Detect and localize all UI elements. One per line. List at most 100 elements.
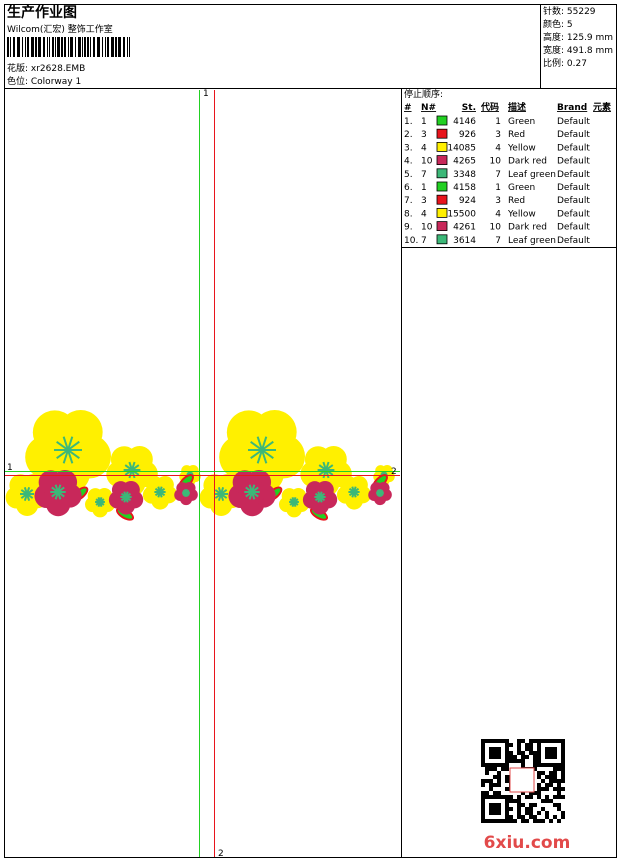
qr-cell	[485, 819, 489, 823]
description: Yellow	[507, 143, 536, 153]
qr-cell	[489, 795, 493, 799]
qr-cell	[557, 763, 561, 767]
column-header: #	[404, 103, 412, 113]
qr-cell	[505, 799, 509, 803]
color-swatch	[437, 116, 447, 125]
qr-cell	[561, 787, 565, 791]
qr-cell	[557, 767, 561, 771]
qr-cell	[533, 763, 537, 767]
qr-cell	[537, 819, 541, 823]
qr-cell	[545, 799, 549, 803]
qr-cell	[553, 775, 557, 779]
qr-cell	[553, 779, 557, 783]
code: 4	[495, 209, 501, 219]
qr-cell	[537, 795, 541, 799]
qr-cell	[549, 779, 553, 783]
stitches: 4158	[453, 183, 476, 193]
qr-cell	[489, 803, 493, 807]
qr-cell	[525, 819, 529, 823]
qr-cell	[533, 819, 537, 823]
qr-cell	[561, 815, 565, 819]
qr-cell	[481, 819, 485, 823]
qr-cell	[525, 743, 529, 747]
qr-cell	[545, 795, 549, 799]
stitches: 4146	[453, 117, 476, 127]
qr-cell	[553, 771, 557, 775]
color-swatch	[437, 195, 447, 204]
column-header: 代码	[480, 101, 499, 113]
bar	[118, 37, 121, 57]
qr-cell	[541, 763, 545, 767]
qr-cell	[529, 747, 533, 751]
qr-cell	[545, 787, 549, 791]
qr-cell	[505, 743, 509, 747]
barcode	[7, 37, 130, 57]
qr-cell	[533, 803, 537, 807]
qr-cell	[481, 755, 485, 759]
qr-cell	[529, 751, 533, 755]
qr-cell	[513, 759, 517, 763]
qr-cell	[517, 739, 521, 743]
guide-label: 2	[218, 849, 224, 859]
qr-cell	[505, 795, 509, 799]
bar	[17, 37, 20, 57]
qr-cell	[497, 775, 501, 779]
qr-cell	[489, 747, 493, 751]
title: 生产作业图	[7, 4, 77, 21]
qr-cell	[493, 755, 497, 759]
bar	[49, 37, 50, 57]
qr-cell	[549, 799, 553, 803]
bar	[87, 37, 89, 57]
qr-cell	[557, 795, 561, 799]
qr-cell	[553, 763, 557, 767]
qr-cell	[485, 791, 489, 795]
qr-cell	[481, 747, 485, 751]
qr-cell	[497, 755, 501, 759]
qr-cell	[497, 807, 501, 811]
qr-cell	[533, 739, 537, 743]
qr-cell	[505, 739, 509, 743]
qr-cell	[497, 771, 501, 775]
qr-cell	[549, 775, 553, 779]
qr-cell	[537, 751, 541, 755]
qr-cell	[549, 751, 553, 755]
qr-cell	[485, 767, 489, 771]
qr-cell	[525, 795, 529, 799]
stitches: 926	[459, 130, 476, 140]
stitches: 4261	[453, 223, 476, 233]
watermark: 6xiu.com	[484, 833, 571, 853]
qr-cell	[481, 815, 485, 819]
qr-cell	[517, 795, 521, 799]
qr-cell	[553, 815, 557, 819]
qr-cell	[537, 791, 541, 795]
color-swatch	[437, 182, 447, 191]
seq: 5.	[404, 170, 413, 180]
seq: 4.	[404, 157, 413, 167]
qr-cell	[481, 807, 485, 811]
bar	[84, 37, 86, 57]
brand: Default	[557, 209, 590, 219]
brand: Default	[557, 236, 590, 246]
qr-cell	[481, 779, 485, 783]
qr-cell	[497, 779, 501, 783]
qr-cell	[509, 815, 513, 819]
qr-cell	[497, 791, 501, 795]
qr-cell	[545, 811, 549, 815]
qr-cell	[545, 751, 549, 755]
bar	[7, 37, 9, 57]
code: 1	[495, 183, 501, 193]
needle: 10	[421, 157, 433, 167]
bar	[52, 37, 54, 57]
seq: 8.	[404, 209, 413, 219]
qr-cell	[513, 819, 517, 823]
qr-cell	[489, 779, 493, 783]
color-swatch	[437, 235, 447, 244]
qr-cell	[493, 795, 497, 799]
qr-cell	[553, 795, 557, 799]
qr-logo	[510, 768, 534, 792]
qr-code	[481, 739, 565, 823]
needle: 10	[421, 223, 433, 233]
qr-cell	[541, 771, 545, 775]
bar	[107, 37, 109, 57]
qr-cell	[561, 767, 565, 771]
